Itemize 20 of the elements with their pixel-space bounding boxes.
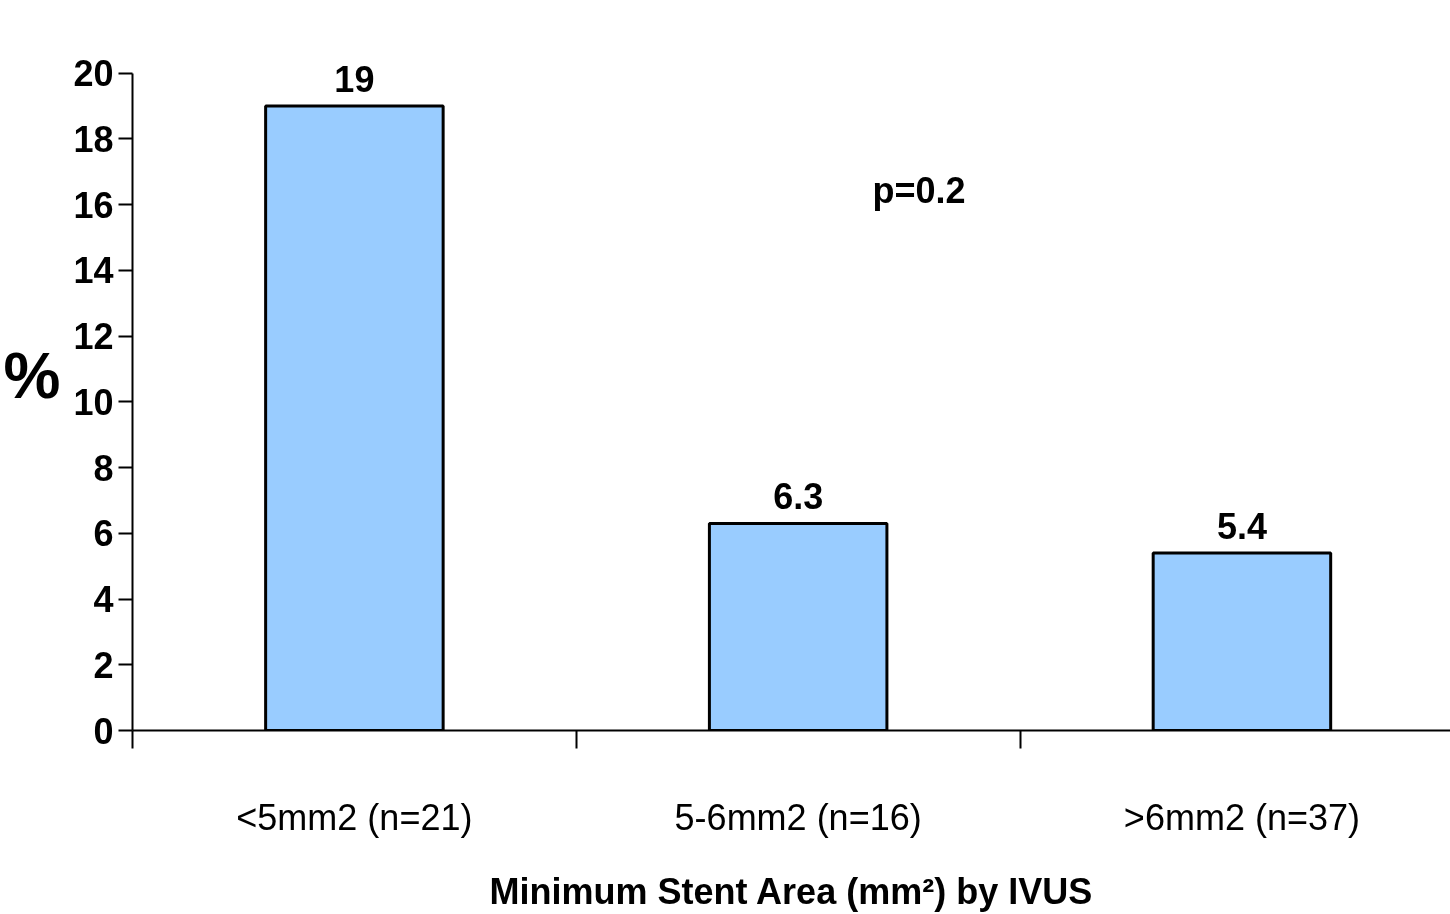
data-label: 5.4	[1216, 506, 1267, 547]
y-tick-label: 2	[93, 644, 114, 686]
annotation: p=0.2	[872, 169, 966, 211]
y-tick-label: 4	[93, 579, 114, 621]
y-tick-label: 6	[93, 513, 114, 555]
y-tick-label: 0	[93, 710, 114, 752]
data-label: 6.3	[773, 476, 824, 518]
x-tick-label: >6mm2 (n=37)	[1123, 796, 1360, 838]
x-axis-title: Minimum Stent Area (mm²) by IVUS	[489, 870, 1093, 912]
y-tick-label: 18	[73, 118, 114, 160]
y-tick-label: 12	[73, 316, 114, 358]
y-axis-title: %	[3, 339, 61, 412]
x-tick-label: 5-6mm2 (n=16)	[674, 796, 922, 838]
y-tick-label: 8	[93, 447, 114, 489]
y-tick-label: 20	[73, 53, 114, 95]
x-tick-label: <5mm2 (n=21)	[236, 796, 473, 838]
y-tick-label: 14	[73, 250, 114, 292]
data-label: 19	[334, 58, 375, 100]
y-tick-label: 16	[73, 184, 114, 226]
y-tick-label: 10	[73, 381, 114, 423]
